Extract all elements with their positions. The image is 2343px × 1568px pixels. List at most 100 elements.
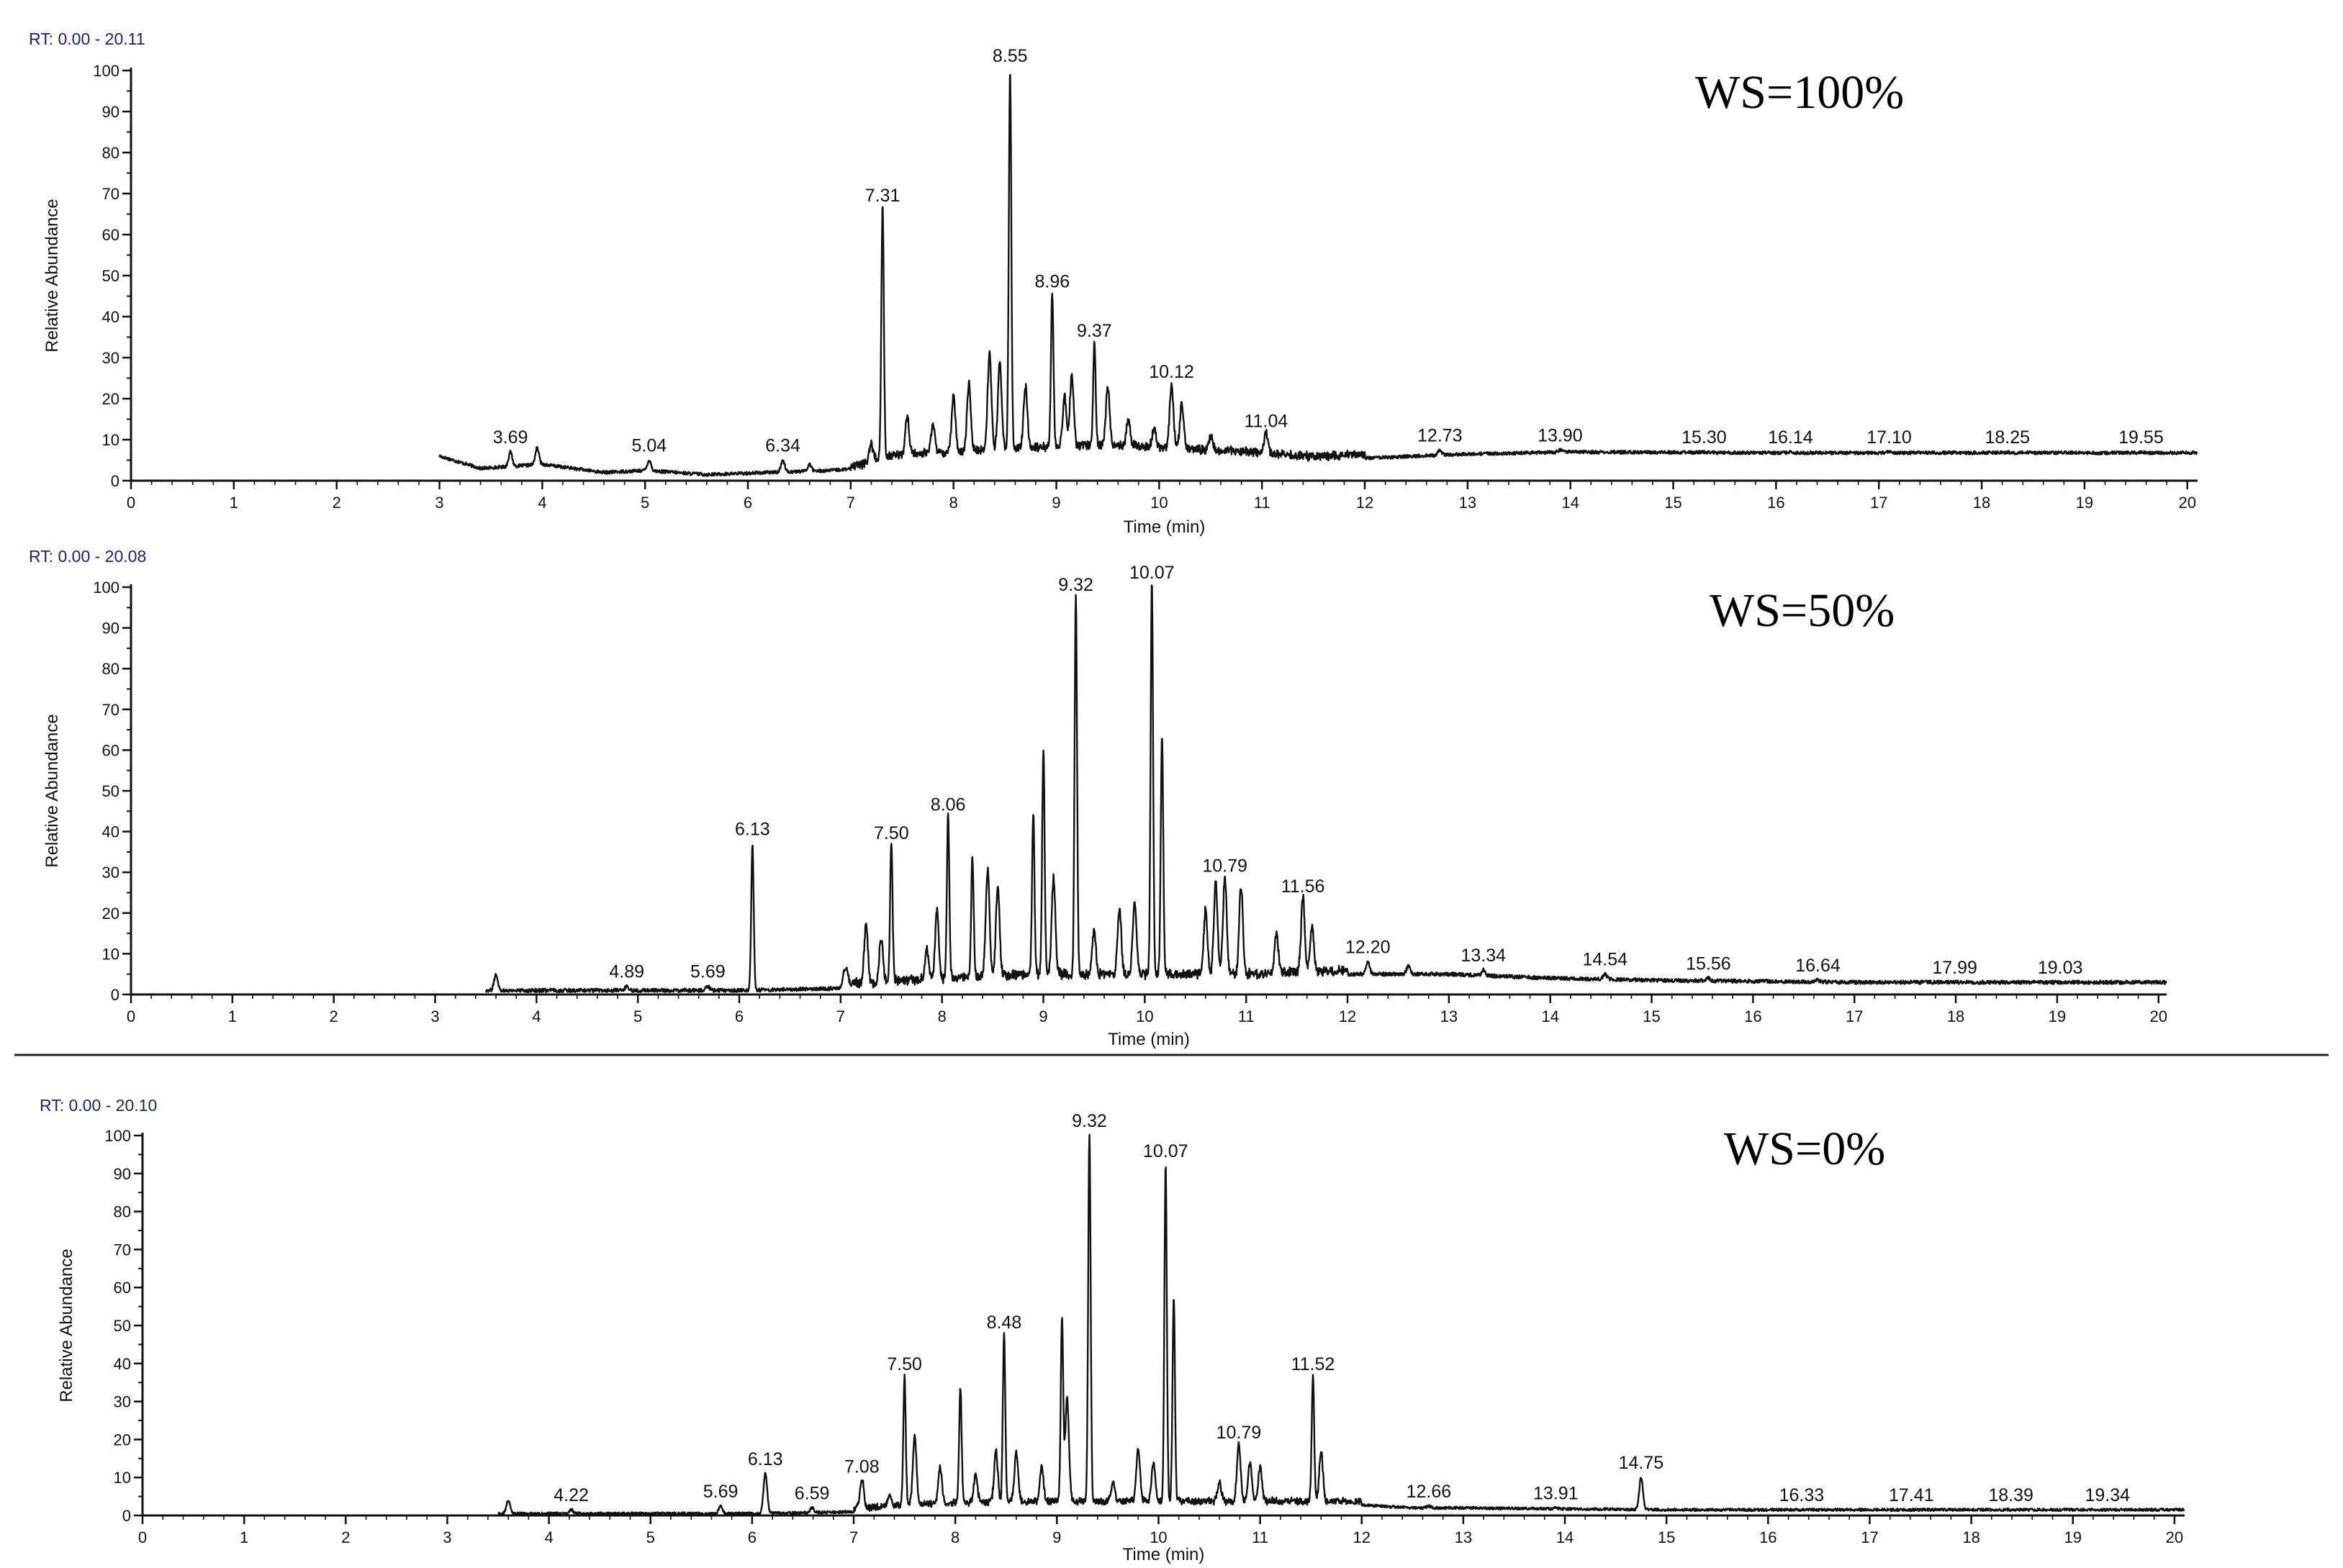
peak-marker	[1604, 973, 1606, 975]
y-tick-label: 80	[114, 1203, 131, 1221]
peak-marker	[1559, 449, 1561, 451]
peak-marker	[1061, 1320, 1063, 1323]
peak-marker	[1042, 749, 1044, 751]
peak-label: 5.69	[690, 962, 726, 982]
x-tick-label: 16	[1744, 1007, 1761, 1025]
x-tick-label: 2	[341, 1528, 350, 1546]
x-tick-label: 18	[1973, 494, 1990, 512]
x-tick-label: 9	[1052, 494, 1060, 512]
peak-marker	[2010, 1509, 2012, 1511]
peak-label: 5.04	[632, 436, 667, 456]
peak-marker	[1224, 879, 1226, 882]
peak-marker	[1015, 1454, 1017, 1456]
peak-label: 12.73	[1417, 425, 1463, 445]
peak-marker	[888, 1495, 890, 1497]
x-axis-title: Time (min)	[1123, 1545, 1205, 1564]
rt-range-label: RT: 0.00 - 20.11	[29, 30, 145, 48]
x-tick-label: 20	[2149, 1007, 2167, 1025]
y-tick-label: 70	[102, 701, 119, 719]
peak-marker	[913, 1438, 916, 1441]
peak-marker	[1910, 1509, 1913, 1511]
x-tick-label: 9	[1039, 1007, 1047, 1025]
peak-label: 6.34	[765, 436, 800, 456]
peak-marker	[1265, 435, 1267, 437]
peak-marker	[1170, 385, 1173, 387]
peak-marker	[987, 871, 989, 874]
peak-marker	[707, 985, 709, 987]
peak-marker	[648, 459, 650, 461]
chart-title: WS=50%	[1710, 584, 1895, 637]
peak-marker	[1407, 965, 1409, 967]
peak-marker	[861, 1480, 863, 1482]
y-tick-label: 30	[102, 864, 119, 882]
x-tick-label: 20	[2178, 494, 2195, 512]
peak-label: 8.96	[1034, 272, 1070, 292]
peak-marker	[952, 398, 954, 400]
peak-marker	[536, 447, 538, 449]
peak-marker	[890, 847, 893, 849]
peak-label: 17.99	[1932, 958, 1977, 978]
y-tick-label: 90	[102, 620, 119, 638]
peak-marker	[844, 969, 847, 971]
peak-marker	[2106, 1509, 2108, 1511]
peak-marker	[2059, 982, 2062, 984]
y-tick-label: 60	[114, 1279, 131, 1297]
x-tick-label: 4	[538, 494, 546, 512]
peak-marker	[926, 953, 928, 955]
y-axis-title: Relative Abundance	[42, 714, 62, 868]
peak-marker	[811, 1507, 813, 1509]
peak-marker	[1041, 1469, 1043, 1471]
x-tick-label: 4	[544, 1528, 553, 1546]
y-tick-label: 50	[102, 782, 119, 800]
peak-marker	[1161, 737, 1163, 739]
peak-label: 9.32	[1058, 575, 1093, 595]
y-tick-label: 70	[114, 1241, 131, 1259]
peak-marker	[510, 451, 512, 453]
x-tick-label: 14	[1561, 494, 1579, 512]
rt-range-label: RT: 0.00 - 20.10	[40, 1096, 157, 1115]
peak-marker	[1954, 982, 1956, 984]
peak-marker	[764, 1472, 767, 1474]
peak-marker	[1127, 422, 1129, 425]
peak-marker	[1106, 389, 1109, 391]
peak-label: 13.34	[1461, 946, 1506, 966]
peak-marker	[947, 818, 949, 820]
peak-marker	[975, 1477, 977, 1479]
peak-marker	[1075, 598, 1077, 600]
peak-label: 6.13	[735, 820, 770, 840]
chromatogram-panel: RT: 0.00 - 20.08 WS=50% Relative Abundance…	[29, 547, 2167, 1049]
peak-label: 9.37	[1077, 321, 1112, 341]
x-tick-label: 6	[744, 494, 752, 512]
x-tick-label: 12	[1339, 1007, 1356, 1025]
y-tick-label: 10	[102, 431, 119, 449]
y-tick-label: 100	[93, 579, 119, 597]
peak-marker	[971, 859, 973, 861]
y-tick-label: 10	[102, 945, 119, 963]
peak-marker	[507, 1499, 510, 1501]
x-tick-label: 17	[1846, 1007, 1863, 1025]
x-tick-label: 8	[951, 1528, 960, 1546]
peak-marker	[1800, 1509, 1802, 1511]
peak-label: 18.25	[1985, 427, 2030, 448]
x-tick-label: 19	[2076, 494, 2093, 512]
peak-marker	[1003, 1336, 1005, 1338]
peak-marker	[995, 1454, 997, 1456]
x-tick-label: 1	[228, 1007, 237, 1025]
y-tick-label: 60	[102, 741, 119, 759]
y-tick-label: 20	[114, 1431, 131, 1449]
x-tick-label: 19	[2049, 1007, 2066, 1025]
x-tick-label: 10	[1136, 1007, 1153, 1025]
peak-label: 4.89	[609, 962, 644, 982]
y-tick-label: 50	[102, 267, 119, 285]
chromatogram-trace	[438, 73, 2198, 477]
peak-label: 10.12	[1149, 362, 1194, 382]
peak-label: 12.20	[1345, 938, 1391, 958]
peak-label: 15.56	[1686, 953, 1731, 974]
x-tick-label: 0	[138, 1528, 147, 1546]
y-tick-label: 0	[111, 986, 119, 1004]
x-tick-label: 19	[2064, 1528, 2081, 1546]
peak-marker	[1066, 1400, 1068, 1402]
x-tick-label: 20	[2166, 1528, 2183, 1546]
x-tick-label: 5	[633, 1007, 642, 1025]
peak-marker	[1367, 961, 1369, 963]
